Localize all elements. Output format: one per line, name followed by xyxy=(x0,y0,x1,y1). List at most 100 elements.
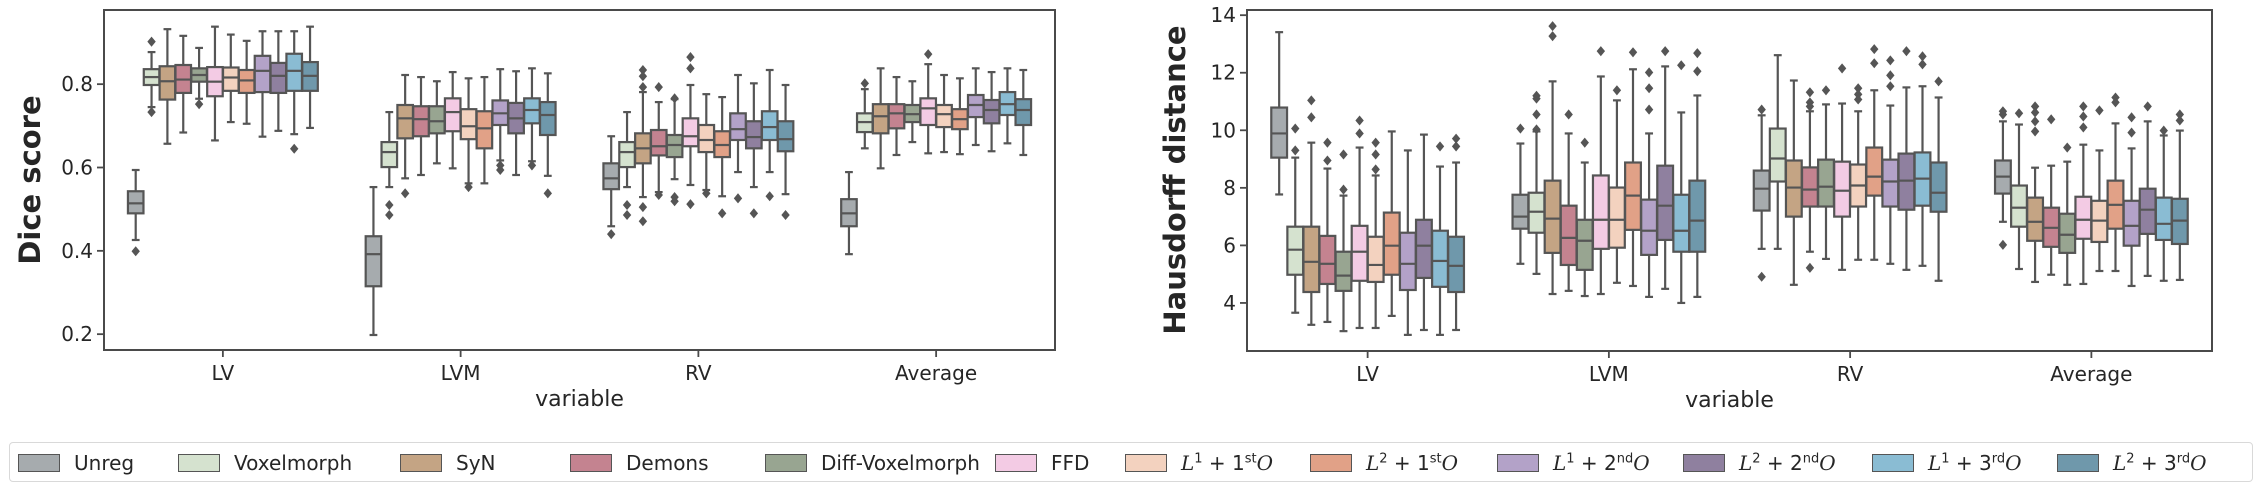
iqr-box xyxy=(2154,196,2173,242)
outlier-marker xyxy=(543,188,552,199)
box-lv xyxy=(190,46,208,110)
iqr-box xyxy=(459,108,478,141)
box-lvm xyxy=(1511,123,1530,265)
outlier-marker xyxy=(1355,115,1364,126)
y-tick-label: 0.2 xyxy=(61,322,93,346)
dice-score-panel: 0.2 0.4 0.6 0.8 LV LVM RV Average variable Dice s… xyxy=(13,9,1056,412)
outlier-marker xyxy=(1532,109,1541,120)
box-average xyxy=(2058,142,2077,286)
box-lvm xyxy=(1607,85,1626,284)
box-lv xyxy=(1334,149,1353,333)
outlier-marker xyxy=(2030,101,2040,112)
series-l1-1sto xyxy=(1366,83,2109,330)
outlier-marker xyxy=(1870,44,1879,55)
outlier-marker xyxy=(1532,93,1541,104)
legend-item: Diff-Voxelmorph xyxy=(765,451,980,475)
iqr-box xyxy=(1543,179,1562,254)
axes-frame xyxy=(103,9,1056,351)
outlier-marker xyxy=(2079,111,2088,122)
iqr-box xyxy=(1559,204,1578,267)
x-tick-label: RV xyxy=(1837,362,1864,386)
iqr-box xyxy=(475,110,494,150)
x-tick-label: LVM xyxy=(441,361,481,385)
series-ffd xyxy=(206,25,938,210)
box-lv xyxy=(1286,123,1305,314)
outlier-marker xyxy=(1580,137,1589,148)
outlier-marker xyxy=(1451,141,1461,152)
x-tick-label: LV xyxy=(1356,362,1379,386)
outlier-marker xyxy=(1902,46,1911,57)
outlier-marker xyxy=(290,143,299,154)
box-lv xyxy=(1447,133,1466,332)
box-lvm xyxy=(380,110,399,221)
outlier-marker xyxy=(1693,48,1702,59)
figure: 0.2 0.4 0.6 0.8 LV LVM RV Average variable Dice s… xyxy=(13,3,2213,413)
box-average xyxy=(903,80,922,144)
outlier-marker xyxy=(1918,59,1927,70)
box-lv xyxy=(206,25,224,142)
y-tick-label: 10 xyxy=(1211,118,1236,142)
legend-item: L1 + 1stO xyxy=(1125,451,1273,475)
box-average xyxy=(2170,109,2189,282)
outlier-marker xyxy=(385,209,394,221)
box-average xyxy=(855,78,874,150)
outlier-marker xyxy=(1323,155,1332,166)
iqr-box xyxy=(1350,224,1369,282)
outlier-marker xyxy=(1693,66,1702,77)
box-lvm xyxy=(396,73,415,199)
box-rv xyxy=(697,93,716,199)
y-axis-label: Hausdorff distance xyxy=(1158,25,1192,334)
legend: Unreg Voxelmorph SyN Demons Diff-Voxelmorph F… xyxy=(9,442,2253,482)
box-lv xyxy=(126,168,145,257)
legend-item: Demons xyxy=(570,451,709,475)
outlier-marker xyxy=(1612,85,1622,96)
iqr-box xyxy=(2138,187,2157,235)
iqr-box xyxy=(1334,250,1353,292)
box-average xyxy=(951,77,969,156)
outlier-marker xyxy=(2159,125,2168,136)
legend-item: Unreg xyxy=(18,451,134,475)
box-rv xyxy=(1865,44,1884,261)
iqr-box xyxy=(1318,234,1337,286)
outlier-marker xyxy=(702,188,711,199)
box-rv xyxy=(1800,87,1819,273)
box-lvm xyxy=(1559,109,1578,292)
outlier-marker xyxy=(765,191,774,202)
iqr-box xyxy=(776,120,795,153)
iqr-box xyxy=(1414,218,1433,280)
outlier-marker xyxy=(1435,141,1445,152)
series-l2-3rdo xyxy=(1447,48,2189,332)
legend-swatch xyxy=(1125,454,1167,472)
box-average xyxy=(1014,68,1033,157)
series-l2-3rdo xyxy=(301,25,1033,221)
box-lv xyxy=(1366,137,1385,330)
outlier-marker xyxy=(1853,94,1863,105)
outlier-marker xyxy=(147,107,156,118)
outlier-marker xyxy=(1870,58,1879,69)
legend-swatch xyxy=(570,454,612,472)
legend-swatch xyxy=(2057,454,2099,472)
box-lv xyxy=(253,30,272,138)
x-axis-label: variable xyxy=(1685,388,1774,413)
legend-label: L2 + 2ndO xyxy=(1739,451,1836,475)
box-average xyxy=(2090,105,2109,273)
legend-label: L1 + 3rdO xyxy=(1928,451,2022,475)
outlier-marker xyxy=(2030,126,2040,137)
legend-swatch xyxy=(1872,454,1914,472)
outlier-marker xyxy=(1644,104,1654,115)
outlier-marker xyxy=(638,71,648,82)
outlier-marker xyxy=(2046,114,2056,125)
box-rv xyxy=(713,95,732,219)
iqr-box xyxy=(1575,218,1594,271)
series-l2-1sto xyxy=(1382,44,2125,317)
box-rv xyxy=(1897,46,1916,271)
box-average xyxy=(2042,114,2061,276)
outlier-marker xyxy=(2127,127,2136,138)
series-unreg xyxy=(1270,31,2012,282)
iqr-box xyxy=(1656,164,1675,242)
outlier-marker xyxy=(1371,137,1380,148)
iqr-box xyxy=(1833,160,1852,218)
outlier-marker xyxy=(860,78,869,89)
legend-swatch xyxy=(400,454,442,472)
iqr-box xyxy=(1607,186,1626,249)
